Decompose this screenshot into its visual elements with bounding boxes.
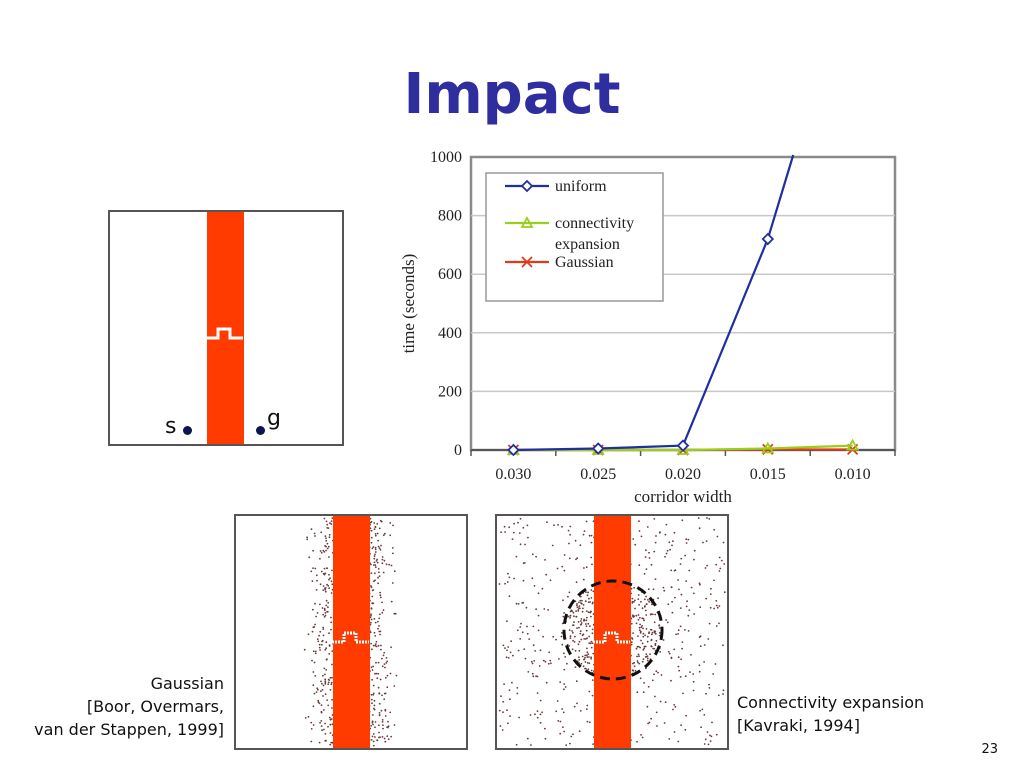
gaussian-caption-line: Gaussian [150, 674, 224, 693]
goal-dot [256, 426, 265, 435]
connectivity-caption-line: Connectivity expansion [737, 693, 925, 712]
gaussian-caption: Gaussian [Boor, Overmars, van der Stappe… [34, 672, 224, 741]
data-point [591, 442, 605, 455]
y-tick-label: 1000 [430, 149, 462, 166]
gaussian-caption-line: [Boor, Overmars, [86, 697, 224, 716]
page-number: 23 [981, 742, 998, 757]
gaussian-samples-panel [234, 514, 468, 750]
connectivity-caption-line: [Kavraki, 1994] [737, 716, 860, 735]
time-vs-width-chart: 0 200 400 600 800 1000 0.030 0.025 0.020 0.015 0.0… [399, 149, 897, 506]
data-point [676, 439, 690, 452]
y-tick-label: 200 [438, 383, 462, 400]
y-tick-label: 0 [454, 442, 462, 459]
corridor-notch [206, 327, 243, 340]
x-tick-label: 0.025 [580, 466, 616, 483]
x-tick-label: 0.020 [665, 466, 701, 483]
legend-label: uniform [555, 178, 607, 195]
corridor-notch [332, 631, 369, 644]
y-tick-label: 400 [438, 325, 462, 342]
goal-label: g [267, 406, 281, 431]
legend-label: Gaussian [555, 254, 614, 271]
y-axis-label: time (seconds) [399, 254, 418, 354]
x-axis-label: corridor width [634, 487, 732, 506]
x-tick-label: 0.030 [495, 466, 531, 483]
start-dot [183, 426, 192, 435]
y-tick-label: 600 [438, 266, 462, 283]
data-point [676, 443, 690, 455]
gaussian-sample-points [303, 517, 398, 747]
legend-box [485, 172, 664, 302]
corridor-notch [562, 579, 664, 681]
y-tick-label: 800 [438, 208, 462, 225]
gaussian-caption-line: van der Stappen, 1999] [34, 720, 224, 739]
connectivity-caption: Connectivity expansion [Kavraki, 1994] [737, 691, 924, 737]
data-point [507, 443, 520, 457]
x-tick-label: 0.010 [835, 466, 871, 483]
legend-swatch-marker [520, 179, 534, 193]
slide-title: Impact [403, 62, 621, 127]
expansion-region-circle [562, 579, 664, 681]
start-label: s [165, 414, 177, 439]
legend-swatch-marker [520, 216, 534, 228]
data-point [761, 441, 775, 454]
data-point [761, 232, 775, 246]
legend-label: connectivity expansion [555, 215, 634, 253]
connectivity-samples-panel [495, 514, 729, 750]
data-point [846, 438, 860, 451]
corridor-diagram: s g [108, 210, 344, 446]
x-tick-label: 0.015 [750, 466, 786, 483]
legend-swatch-marker [521, 256, 533, 268]
